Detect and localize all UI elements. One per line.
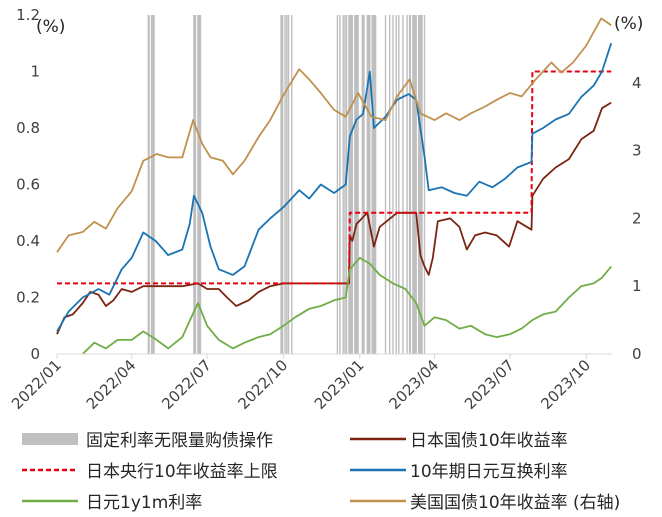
x-tick-label: 2022/04 bbox=[83, 356, 140, 413]
legend-label-operations: 固定利率无限量购债操作 bbox=[86, 431, 273, 451]
left-tick-label: 1 bbox=[30, 63, 40, 81]
legend-label-y1m: 日元1y1m利率 bbox=[86, 493, 202, 513]
right-axis-unit: (%) bbox=[614, 14, 643, 34]
series-lines bbox=[56, 17, 613, 355]
right-tick-label: 2 bbox=[632, 209, 642, 227]
x-tick-label: 2022/10 bbox=[235, 356, 292, 413]
series-line-2 bbox=[56, 43, 613, 332]
legend-label-swap: 10年期日元互换利率 bbox=[410, 462, 568, 482]
left-tick-label: 0.8 bbox=[16, 119, 40, 137]
left-tick-label: 0.6 bbox=[16, 176, 40, 194]
legend-label-cap: 日本央行10年收益率上限 bbox=[86, 462, 278, 482]
right-tick-label: 1 bbox=[632, 277, 642, 295]
right-axis: 0 1 2 3 4 bbox=[632, 74, 642, 363]
x-tick-label: 2022/07 bbox=[158, 356, 215, 413]
legend-swatch-operations bbox=[22, 433, 78, 445]
left-tick-label: 0 bbox=[30, 345, 40, 363]
series-line-1 bbox=[57, 70, 612, 285]
x-tick-label: 2023/01 bbox=[311, 356, 368, 413]
legend-label-jgb: 日本国债10年收益率 bbox=[410, 431, 568, 451]
left-axis-unit: (%) bbox=[36, 17, 65, 37]
left-tick-label: 0.4 bbox=[16, 232, 40, 250]
legend-label-ust: 美国国债10年收益率 (右轴) bbox=[410, 493, 620, 513]
legend: 固定利率无限量购债操作 日本国债10年收益率 日本央行10年收益率上限 10年期… bbox=[22, 431, 620, 513]
x-tick-label: 2022/01 bbox=[8, 356, 65, 413]
x-tick-label: 2023/07 bbox=[461, 356, 518, 413]
left-axis: 0 0.2 0.4 0.6 0.8 1 1.2 bbox=[16, 6, 40, 363]
series-line-3 bbox=[82, 256, 612, 355]
right-tick-label: 0 bbox=[632, 345, 642, 363]
series-line-4 bbox=[56, 17, 612, 253]
x-tick-label: 2023/10 bbox=[537, 356, 594, 413]
right-tick-label: 4 bbox=[632, 74, 642, 92]
left-tick-label: 1.2 bbox=[16, 6, 40, 24]
operations-bars bbox=[147, 15, 426, 354]
right-tick-label: 3 bbox=[632, 142, 642, 160]
x-axis: 2022/01 2022/04 2022/07 2022/10 2023/01 2023/… bbox=[8, 354, 594, 413]
x-tick-label: 2023/04 bbox=[386, 356, 443, 413]
series-line-0 bbox=[56, 101, 612, 335]
left-tick-label: 0.2 bbox=[16, 289, 40, 307]
